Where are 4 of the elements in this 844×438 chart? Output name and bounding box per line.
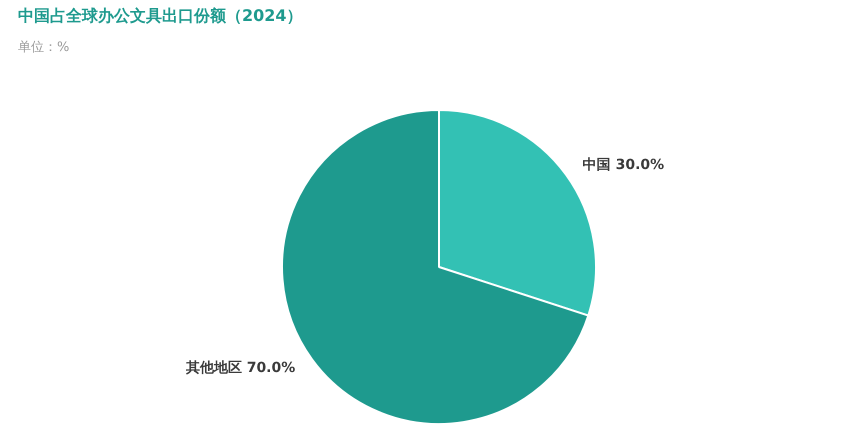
slice-label: 其他地区 70.0% [184, 360, 296, 376]
chart-title: 中国占全球办公文具出口份额（2024） [18, 6, 303, 27]
slice-label: 中国 30.0% [582, 157, 664, 174]
text: 单位：% [18, 39, 70, 56]
